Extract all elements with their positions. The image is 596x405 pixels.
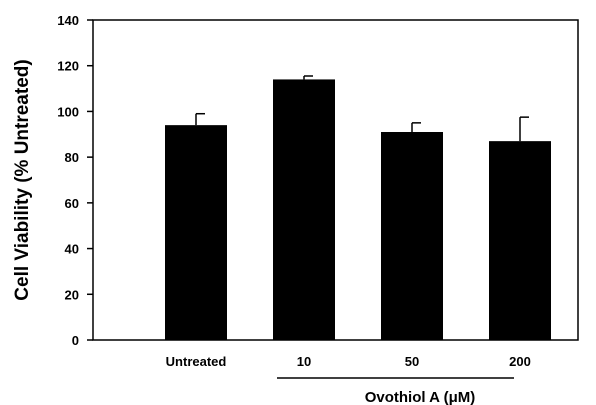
y-tick-label: 20 <box>65 287 79 302</box>
y-axis-title: Cell Viability (% Untreated) <box>12 59 33 300</box>
y-tick-label: 60 <box>65 196 79 211</box>
y-tick-label: 40 <box>65 242 79 257</box>
y-tick-label: 140 <box>57 13 79 28</box>
x-tick-label: Untreated <box>166 354 227 369</box>
bar <box>273 79 335 340</box>
bar <box>489 141 551 340</box>
y-axis-ticks: 0 20 40 60 80 100 120 140 <box>57 13 93 348</box>
x-tick-label: 10 <box>297 354 311 369</box>
error-bars <box>195 75 529 142</box>
y-tick-label: 80 <box>65 150 79 165</box>
x-tick-label: 50 <box>405 354 419 369</box>
y-tick-label: 0 <box>72 333 79 348</box>
bars <box>165 79 551 341</box>
x-axis-labels: Untreated 10 50 200 <box>166 354 531 369</box>
plot-border <box>92 19 579 341</box>
x-axis-group-title: Ovothiol A (μM) <box>365 389 476 405</box>
bar <box>165 125 227 341</box>
x-tick-label: 200 <box>509 354 531 369</box>
y-tick-label: 120 <box>57 59 79 74</box>
plot-frame <box>92 19 579 341</box>
y-tick-label: 100 <box>57 104 79 119</box>
bar <box>381 132 443 340</box>
